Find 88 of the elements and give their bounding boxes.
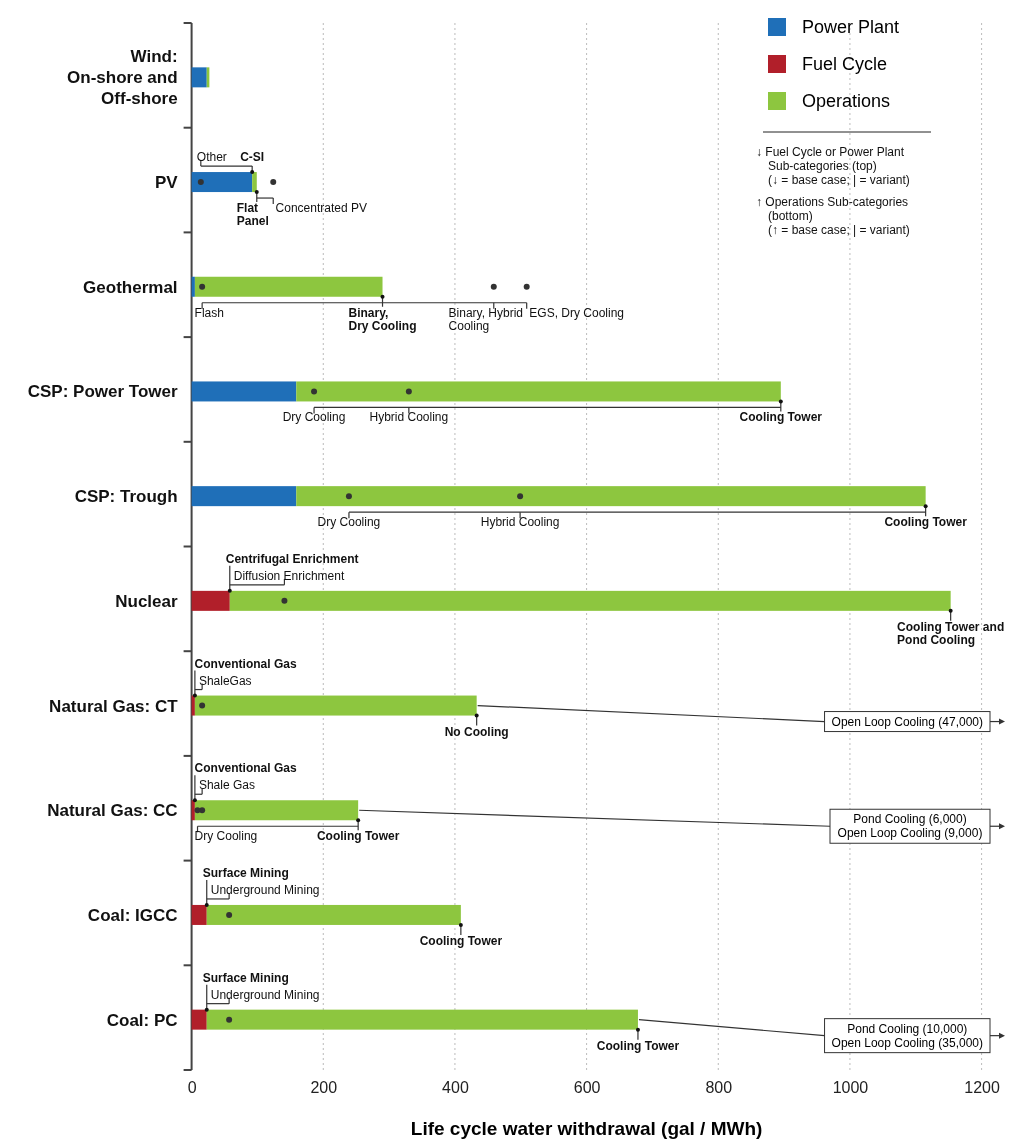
x-tick-label: 0	[187, 1079, 197, 1097]
annotation: C-SI	[240, 150, 265, 165]
bar	[296, 486, 926, 507]
bar	[296, 381, 781, 402]
point	[311, 388, 318, 395]
annotation: Flat Panel	[236, 201, 269, 229]
annotation: Surface Mining	[202, 865, 289, 880]
x-tick-label: 800	[705, 1079, 733, 1097]
point	[199, 283, 206, 290]
annotation: Surface Mining	[202, 970, 289, 985]
bar	[206, 904, 461, 925]
data-label: Binary, Hybrid Cooling	[448, 305, 524, 333]
annotation: Open Loop Cooling (47,000)	[831, 714, 983, 729]
data-label: Underground Mining	[210, 987, 320, 1002]
bar	[191, 67, 207, 88]
annotation: Pond Cooling (10,000) Open Loop Cooling (35,000)	[831, 1021, 983, 1050]
data-label: Underground Mining	[210, 882, 320, 897]
point	[281, 597, 288, 604]
data-label: Other	[196, 150, 227, 165]
point	[517, 493, 524, 500]
y-tick-label: Coal: IGCC	[87, 905, 178, 925]
annotation: Cooling Tower and Pond Cooling	[897, 619, 1005, 647]
annotation: Conventional Gas	[194, 761, 297, 776]
data-label: Diffusion Enrichment	[233, 568, 345, 583]
legend-label: Power Plant	[802, 17, 900, 37]
point	[194, 807, 201, 814]
data-label: ShaleGas	[198, 673, 252, 688]
bar	[206, 1009, 638, 1030]
point	[199, 702, 206, 709]
point	[270, 179, 277, 186]
annotation: Cooling Tower	[596, 1038, 680, 1053]
point	[405, 388, 412, 395]
annotation: No Cooling	[444, 724, 509, 739]
bar	[194, 800, 359, 821]
data-label: EGS, Dry Cooling	[529, 305, 625, 320]
bar	[191, 590, 230, 611]
y-tick-label: Nuclear	[115, 591, 178, 611]
annotation: ↓ Fuel Cycle or Power Plant Sub-categories (top) (↓ = base case; | = variant)	[756, 145, 910, 187]
annotation: Cooling Tower	[419, 933, 503, 948]
bar	[229, 590, 951, 611]
bar	[194, 276, 383, 297]
bar	[191, 276, 195, 297]
bar	[191, 904, 207, 925]
annotation: Conventional Gas	[194, 656, 297, 671]
x-axis-title: Life cycle water withdrawal (gal / MWh)	[410, 1118, 763, 1139]
legend-label: Operations	[802, 91, 891, 111]
y-tick-label: Coal: PC	[106, 1010, 178, 1030]
y-tick-label: Geothermal	[83, 277, 178, 297]
bar	[191, 1009, 207, 1030]
data-label: Concentrated PV	[275, 201, 367, 216]
data-label: Hybrid Cooling	[369, 410, 449, 425]
data-label: Dry Cooling	[194, 829, 258, 844]
point	[199, 807, 206, 814]
y-tick-label: Natural Gas: CC	[47, 801, 178, 821]
annotation: Cooling Tower	[739, 410, 823, 425]
annotation: Centrifugal Enrichment	[225, 551, 359, 566]
bar	[252, 172, 257, 193]
annotation: Pond Cooling (6,000) Open Loop Cooling (9,000)	[837, 812, 983, 841]
point	[345, 493, 352, 500]
data-label: Dry Cooling	[282, 410, 346, 425]
point	[226, 1016, 233, 1023]
legend-label: Fuel Cycle	[802, 54, 888, 74]
data-label: Dry Cooling	[317, 515, 381, 530]
annotation: Binary, Dry Cooling	[348, 305, 417, 333]
bar	[194, 695, 477, 716]
x-tick-label: 600	[573, 1079, 601, 1097]
y-tick-label: CSP: Power Tower	[27, 382, 178, 402]
y-tick-label: Natural Gas: CT	[49, 696, 179, 716]
data-label: Flash	[194, 305, 224, 320]
annotation: Cooling Tower	[316, 829, 400, 844]
point	[226, 911, 233, 918]
bar	[191, 172, 253, 193]
bar	[191, 381, 297, 402]
x-tick-label: 1000	[832, 1079, 869, 1097]
point	[490, 283, 497, 290]
y-tick-label: PV	[154, 173, 179, 193]
y-tick-label: Wind: On-shore and Off-shore	[67, 47, 178, 109]
y-tick-label: CSP: Trough	[74, 487, 178, 507]
bar	[191, 486, 297, 507]
data-label: Shale Gas	[198, 778, 255, 793]
x-tick-label: 200	[310, 1079, 338, 1097]
point	[523, 283, 530, 290]
x-tick-label: 1200	[964, 1079, 1000, 1097]
data-label: Hybrid Cooling	[480, 515, 560, 530]
x-tick-label: 400	[442, 1079, 469, 1097]
annotation: ↑ Operations Sub-categories (bottom) (↑ = base case; | = variant)	[756, 195, 910, 237]
annotation: Cooling Tower	[884, 515, 968, 530]
point	[197, 179, 204, 186]
